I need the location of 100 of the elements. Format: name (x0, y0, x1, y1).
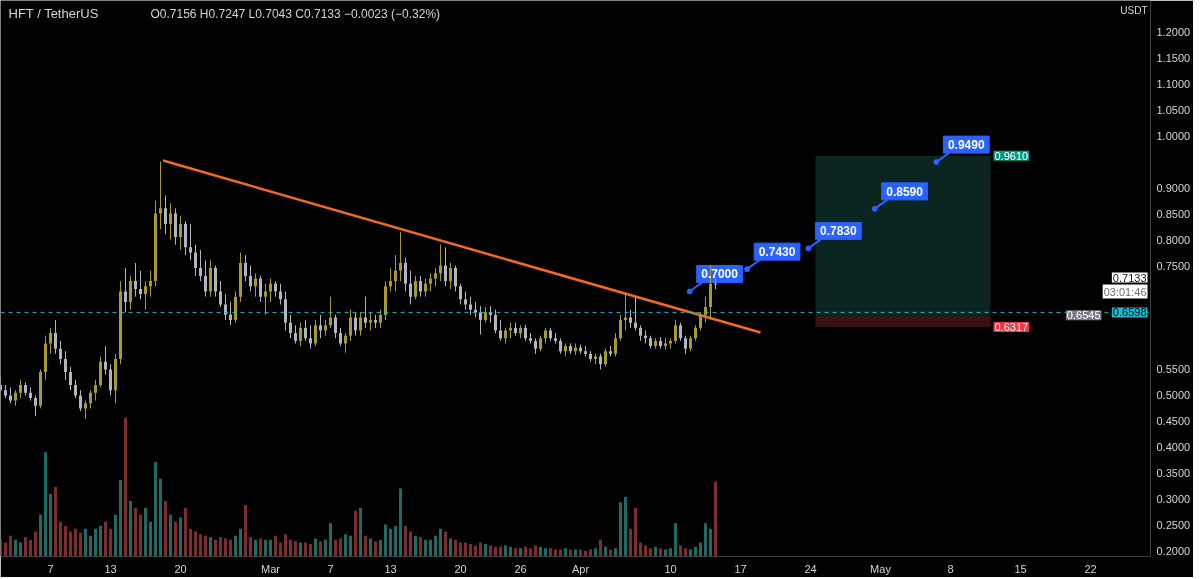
candlestick (79, 389, 82, 412)
bar (469, 543, 472, 557)
bar (169, 514, 172, 557)
x-tick-label: 15 (1014, 562, 1027, 575)
candlestick (379, 309, 382, 329)
x-tick-label: 17 (734, 562, 747, 575)
bar (359, 507, 362, 557)
candlestick (49, 327, 52, 355)
bar (479, 542, 482, 557)
bar (209, 537, 212, 557)
candlestick (234, 290, 237, 324)
y-tick-label: 0.7500 (1156, 259, 1191, 272)
y-tick-label: 0.5500 (1156, 363, 1191, 376)
bar (279, 542, 282, 557)
candlestick (389, 267, 392, 292)
candlestick (149, 270, 152, 298)
bar (704, 523, 707, 557)
bar (329, 523, 332, 557)
bar (449, 538, 452, 557)
candlestick (259, 275, 262, 303)
y-tick-label: 1.1000 (1156, 77, 1191, 90)
candlestick (314, 319, 317, 347)
candlestick (214, 265, 217, 298)
candlestick (344, 332, 347, 354)
data-label: 0.7430 (758, 245, 796, 260)
candlestick (104, 345, 107, 376)
bar (624, 496, 627, 557)
y-axis-title: USDT (1120, 5, 1148, 16)
bar (254, 539, 257, 557)
bar (274, 535, 277, 557)
bar (429, 539, 432, 557)
candlestick (244, 254, 247, 282)
candlestick (469, 296, 472, 316)
bar (509, 546, 512, 557)
bar (684, 548, 687, 557)
x-tick-label: 13 (104, 562, 117, 575)
candlestick (159, 161, 162, 230)
candlestick (429, 272, 432, 292)
candlestick (204, 259, 207, 298)
candlestick (394, 254, 397, 292)
candlestick (289, 314, 292, 339)
bar (529, 548, 532, 557)
bar (714, 481, 717, 557)
y-tick-label: 0.5000 (1156, 389, 1191, 402)
bar (199, 534, 202, 557)
bar (634, 507, 637, 557)
bar (694, 546, 697, 557)
candlestick (444, 246, 447, 287)
bar (654, 546, 657, 557)
candlestick (169, 202, 172, 241)
bar (344, 534, 347, 557)
candlestick (129, 275, 132, 311)
candlestick (704, 296, 707, 324)
bar (324, 539, 327, 557)
bar (644, 545, 647, 557)
bar (309, 543, 312, 557)
x-tick-label: May (870, 562, 892, 575)
bar (534, 545, 537, 557)
bar (519, 548, 522, 557)
bar (139, 514, 142, 557)
candlestick (84, 400, 87, 420)
bar (404, 525, 407, 557)
bar (354, 510, 357, 557)
bar (144, 507, 147, 557)
bar (269, 539, 272, 557)
bar (399, 488, 402, 557)
bar (444, 531, 447, 557)
bar (434, 535, 437, 557)
bar (389, 528, 392, 557)
candlestick (424, 278, 427, 298)
bar (339, 538, 342, 557)
x-tick-label: 10 (664, 562, 677, 575)
bar (34, 531, 37, 557)
candlestick (34, 394, 37, 417)
bar (204, 535, 207, 557)
bar (394, 525, 397, 557)
candlestick (264, 283, 267, 316)
bar (229, 539, 232, 557)
bar (674, 523, 677, 557)
candlestick (459, 283, 462, 305)
candlestick (299, 322, 302, 347)
candlestick (144, 280, 147, 311)
band-label: 0.9610 (994, 149, 1029, 162)
bar (129, 500, 132, 557)
candlestick (294, 324, 297, 344)
bar (29, 539, 32, 557)
bar (314, 538, 317, 557)
candlestick (309, 324, 312, 350)
y-tick-label: 0.9000 (1156, 181, 1191, 194)
bar (14, 539, 17, 557)
bar (189, 528, 192, 557)
bar (524, 546, 527, 557)
y-tick-label: 0.4500 (1156, 415, 1191, 428)
candlestick (174, 207, 177, 246)
y-tick-label: 0.8500 (1156, 207, 1191, 220)
candlestick (634, 296, 637, 331)
bar (44, 452, 47, 557)
bar (59, 521, 62, 557)
bar (364, 535, 367, 557)
candlestick (479, 305, 482, 336)
